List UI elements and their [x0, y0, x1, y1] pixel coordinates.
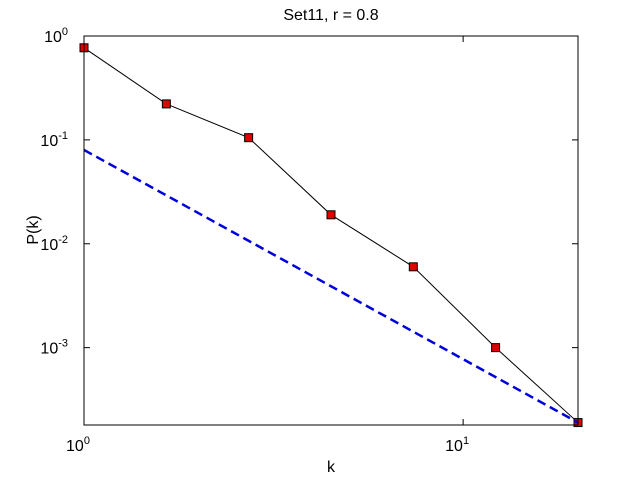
- x-tick-label: 100: [66, 435, 90, 455]
- series-line: [83, 148, 579, 424]
- tick-exponent: -2: [58, 234, 68, 246]
- marker: [244, 133, 254, 143]
- y-tick-label: 10-3: [40, 338, 68, 358]
- marker: [491, 343, 501, 353]
- y-tick-label: 100: [44, 26, 68, 46]
- tick-base: 10: [40, 341, 58, 358]
- tick-exponent: -1: [58, 130, 68, 142]
- chart-title: Set11, r = 0.8: [283, 7, 378, 24]
- x-axis-label: k: [327, 459, 336, 476]
- tick-base: 10: [40, 237, 58, 254]
- marker: [408, 262, 418, 272]
- y-axis-label: P(k): [25, 215, 42, 244]
- plot-area: [84, 36, 578, 425]
- y-tick-label: 10-1: [40, 130, 68, 150]
- tick-exponent: 1: [463, 435, 469, 447]
- x-tick-label: 101: [445, 435, 469, 455]
- y-tick-label: 10-2: [40, 234, 68, 254]
- tick-base: 10: [445, 438, 463, 455]
- tick-exponent: -3: [58, 338, 68, 350]
- tick-exponent: 0: [84, 435, 90, 447]
- marker: [326, 210, 336, 220]
- tick-base: 10: [44, 29, 62, 46]
- marker: [161, 99, 171, 109]
- tick-exponent: 0: [62, 26, 68, 38]
- tick-base: 10: [40, 133, 58, 150]
- axes-box: [83, 35, 579, 426]
- tick-base: 10: [66, 438, 84, 455]
